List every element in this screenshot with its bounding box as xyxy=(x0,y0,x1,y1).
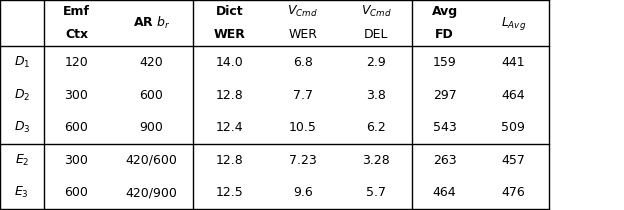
Text: 600: 600 xyxy=(64,121,89,134)
Text: $D_2$: $D_2$ xyxy=(14,88,30,102)
Text: $E_2$: $E_2$ xyxy=(14,153,29,168)
Text: 12.8: 12.8 xyxy=(215,89,243,101)
Text: AR $b_r$: AR $b_r$ xyxy=(132,15,170,31)
Text: 7.7: 7.7 xyxy=(293,89,313,101)
Text: 457: 457 xyxy=(501,154,525,167)
Text: $D_1$: $D_1$ xyxy=(14,55,30,70)
Text: 476: 476 xyxy=(501,186,525,199)
Text: $D_3$: $D_3$ xyxy=(14,120,30,135)
Text: 5.7: 5.7 xyxy=(366,186,386,199)
Text: $V_{Cmd}$: $V_{Cmd}$ xyxy=(361,4,391,19)
Text: 263: 263 xyxy=(433,154,456,167)
Text: 12.8: 12.8 xyxy=(215,154,243,167)
Text: 900: 900 xyxy=(139,121,163,134)
Text: WER: WER xyxy=(213,28,245,41)
Text: 300: 300 xyxy=(64,154,89,167)
Text: 7.23: 7.23 xyxy=(289,154,316,167)
Text: Emf: Emf xyxy=(63,5,90,18)
Text: WER: WER xyxy=(288,28,317,41)
Text: DEL: DEL xyxy=(364,28,388,41)
Text: 159: 159 xyxy=(432,56,457,69)
Text: 441: 441 xyxy=(502,56,525,69)
Text: 600: 600 xyxy=(139,89,163,101)
Text: 300: 300 xyxy=(64,89,89,101)
Text: $L_{Avg}$: $L_{Avg}$ xyxy=(500,15,526,32)
Text: 6.8: 6.8 xyxy=(293,56,313,69)
Text: Dict: Dict xyxy=(215,5,243,18)
Text: 120: 120 xyxy=(64,56,89,69)
Text: Avg: Avg xyxy=(432,5,457,18)
Text: 12.5: 12.5 xyxy=(215,186,243,199)
Text: 10.5: 10.5 xyxy=(289,121,316,134)
Text: 2.9: 2.9 xyxy=(366,56,386,69)
Text: 3.28: 3.28 xyxy=(362,154,390,167)
Text: FD: FD xyxy=(435,28,454,41)
Text: 297: 297 xyxy=(432,89,457,101)
Text: 3.8: 3.8 xyxy=(366,89,386,101)
Text: 509: 509 xyxy=(501,121,525,134)
Text: 12.4: 12.4 xyxy=(215,121,243,134)
Text: 9.6: 9.6 xyxy=(293,186,313,199)
Text: 600: 600 xyxy=(64,186,89,199)
Text: 420/900: 420/900 xyxy=(125,186,177,199)
Text: $V_{Cmd}$: $V_{Cmd}$ xyxy=(287,4,318,19)
Text: 6.2: 6.2 xyxy=(366,121,386,134)
Text: 420: 420 xyxy=(139,56,163,69)
Text: $E_3$: $E_3$ xyxy=(14,185,29,200)
Text: 543: 543 xyxy=(432,121,457,134)
Text: 14.0: 14.0 xyxy=(215,56,243,69)
Text: 420/600: 420/600 xyxy=(125,154,177,167)
Text: 464: 464 xyxy=(433,186,456,199)
Text: 464: 464 xyxy=(502,89,525,101)
Text: Ctx: Ctx xyxy=(65,28,88,41)
